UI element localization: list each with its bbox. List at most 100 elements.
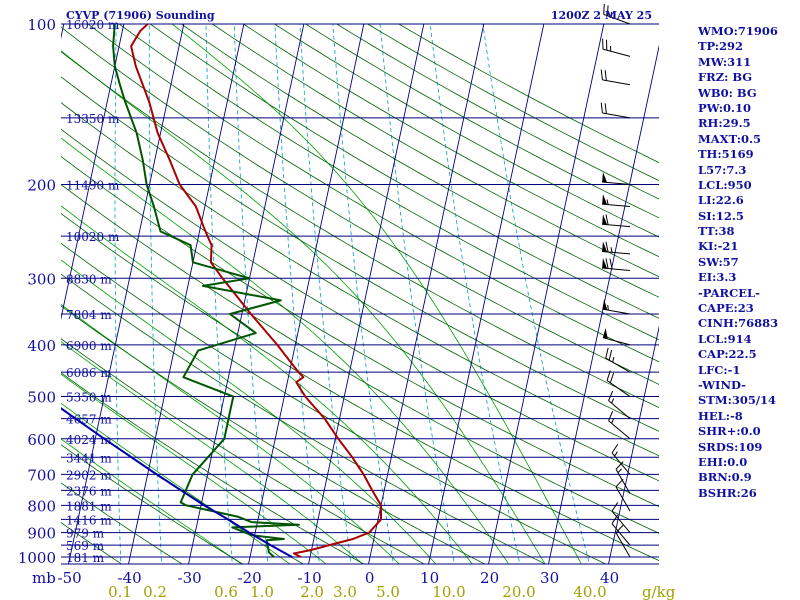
- wind-barb: [602, 241, 631, 255]
- wind-barb-half: [614, 451, 618, 457]
- index-item: WMO:71906: [698, 24, 778, 38]
- mixing-ratio-label: 20.0: [502, 583, 535, 600]
- parcel-trace-line: [61, 407, 293, 558]
- dry-adiabat-line: [149, 24, 659, 319]
- dry-adiabat-line: [242, 24, 659, 258]
- isotherm-line: [488, 24, 605, 564]
- wind-barb-full: [605, 258, 609, 269]
- wind-barb-half: [610, 247, 613, 253]
- wind-barbs: [600, 3, 631, 558]
- wind-barb-full: [608, 349, 613, 361]
- index-item: MW:311: [698, 54, 752, 69]
- wind-barb: [615, 478, 631, 512]
- wind-barb-staff: [602, 112, 631, 119]
- wind-barb-staff: [605, 357, 631, 373]
- wind-barb: [615, 461, 631, 494]
- height-label: 5350 m: [66, 391, 112, 405]
- moist-adiabat-line: [61, 259, 437, 564]
- wind-barb: [602, 299, 631, 315]
- wind-barb-full: [605, 241, 609, 253]
- wind-barb: [602, 194, 631, 208]
- index-item: SW:57: [698, 254, 739, 269]
- moist-adiabats: [61, 24, 582, 564]
- height-label: 2902 m: [66, 468, 112, 482]
- height-label: 16020 m: [66, 18, 120, 32]
- dry-adiabat-line: [61, 128, 659, 482]
- moist-adiabat-line: [61, 402, 291, 564]
- wind-barb: [608, 390, 631, 419]
- sounding-indices-panel: WMO:71906 TP:292 MW:311 FRZ: BG WB0: BG PW:0.…: [698, 24, 798, 501]
- index-item: RH:29.5: [698, 116, 751, 131]
- index-item: PW:0.10: [698, 100, 752, 115]
- wind-barb-flag: [602, 214, 608, 225]
- index-item: SHR+:0.0: [698, 424, 761, 439]
- mixing-ratio-line: [274, 24, 320, 564]
- temperature-tick-label: 20: [480, 569, 499, 587]
- temperature-tick-label: 0: [365, 569, 375, 587]
- pressure-tick-label: 600: [27, 431, 56, 449]
- dry-adiabat-line: [118, 24, 659, 341]
- pressure-tick-label: 500: [27, 389, 56, 407]
- wind-barb-full: [605, 214, 609, 225]
- wind-barb: [600, 102, 631, 119]
- index-item: EHI:0.0: [698, 454, 748, 469]
- wind-barb: [602, 38, 631, 57]
- wind-barb-full: [611, 514, 619, 524]
- isobars: [61, 23, 659, 565]
- wind-barb-staff: [615, 486, 631, 512]
- dry-adiabat-line: [61, 51, 659, 408]
- dry-adiabat-line: [61, 305, 486, 564]
- height-label: 6900 m: [66, 339, 112, 353]
- pressure-tick-label: 1000: [18, 549, 56, 567]
- wind-barb-full: [604, 70, 607, 81]
- wind-barb: [611, 502, 631, 533]
- height-label: 10020 m: [66, 230, 120, 244]
- mixing-ratio-label: 2.0: [300, 583, 324, 600]
- mixing-ratio-label: 3.0: [333, 583, 357, 600]
- temperature-tick-label: -20: [238, 569, 262, 587]
- sounding-series: [61, 24, 382, 558]
- dewpoint-profile-line: [112, 24, 300, 558]
- dry-adiabat-line: [61, 444, 244, 564]
- dry-adiabat-line: [61, 102, 659, 457]
- wind-barb-half: [617, 468, 622, 474]
- wind-barb-half: [607, 304, 609, 311]
- dry-adiabats: [61, 24, 659, 564]
- wind-barb-flag: [602, 241, 608, 252]
- index-item: BRN:0.9: [698, 470, 752, 485]
- dry-adiabat-line: [61, 213, 659, 562]
- mixing-ratio-line: [233, 24, 269, 564]
- mixing-ratio-label: 10.0: [432, 583, 465, 600]
- chart-datetime: 1200Z 2 MAY 25: [551, 9, 652, 22]
- wind-barb-flag: [602, 194, 608, 205]
- dry-adiabat-line: [61, 372, 365, 564]
- wind-barb-flag: [602, 299, 608, 310]
- mixing-ratio-label: 40.0: [573, 583, 606, 600]
- mixing-ratio-line: [148, 24, 163, 564]
- pressure-tick-label: 700: [27, 466, 56, 484]
- height-label: 7804 m: [66, 308, 112, 322]
- wind-barb-flag: [602, 172, 608, 183]
- dry-adiabat-line: [61, 242, 607, 564]
- wind-barb-full: [609, 258, 613, 269]
- mixing-ratio-label: 0.6: [214, 583, 238, 600]
- wind-barb-half: [611, 418, 615, 424]
- index-item: LI:22.6: [698, 193, 744, 208]
- isotherm-line: [68, 24, 185, 564]
- index-item: CINH:76883: [698, 316, 779, 331]
- temperature-tick-label: 30: [540, 569, 559, 587]
- wind-barb-full: [600, 102, 603, 114]
- wind-barb-staff: [615, 532, 631, 558]
- wind-barb: [603, 3, 631, 25]
- index-item: TT:38: [698, 224, 735, 239]
- height-label: 979 m: [66, 527, 105, 541]
- wind-barb: [602, 214, 631, 228]
- wind-barb: [602, 327, 631, 346]
- index-item: -PARCEL-: [698, 285, 760, 300]
- wind-barb-flag: [602, 258, 608, 269]
- height-label: 569 m: [66, 539, 105, 553]
- height-label: 1881 m: [66, 499, 112, 513]
- isotherm-line: [188, 24, 305, 564]
- temperature-tick-label: 40: [600, 569, 619, 587]
